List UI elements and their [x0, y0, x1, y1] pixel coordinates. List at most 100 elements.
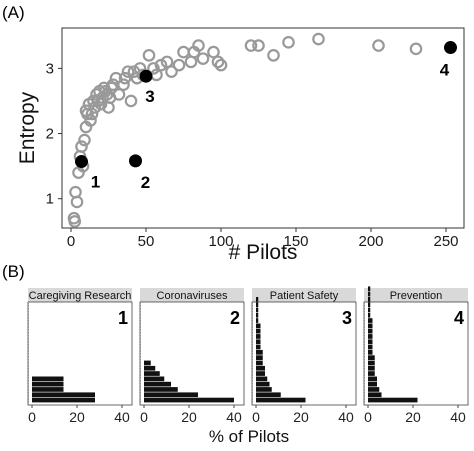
y-axis-title: Entropy — [16, 91, 39, 164]
x-tick-label: 100 — [208, 233, 233, 250]
facet-number: 2 — [230, 308, 240, 328]
bar — [32, 381, 64, 387]
highlighted-point-3 — [139, 69, 153, 83]
bar — [368, 371, 375, 376]
scatter-point — [142, 49, 156, 62]
x-tick-label: 250 — [433, 233, 458, 250]
y-tick-label: 1 — [46, 191, 54, 208]
bar — [368, 397, 418, 403]
bar — [256, 328, 261, 334]
facet-1: Caregiving Research 1 0 20 40 — [27, 288, 133, 425]
facet-strip — [140, 288, 244, 302]
bar — [368, 286, 371, 292]
x-tick-label: 0 — [67, 233, 75, 250]
bar — [256, 318, 259, 323]
highlighted-point-2 — [129, 154, 142, 168]
highlighted-point-label: 1 — [91, 173, 100, 192]
hollow-points — [67, 32, 423, 228]
facet-number: 1 — [118, 308, 128, 328]
bar — [256, 365, 265, 371]
y-tick-label: 3 — [46, 60, 54, 77]
bar — [256, 297, 259, 302]
highlighted-point-label: 4 — [440, 61, 450, 80]
bar — [368, 297, 371, 302]
bar — [368, 376, 377, 382]
bar — [256, 339, 261, 345]
facet-x-tick-label: 0 — [364, 409, 372, 425]
bar — [368, 339, 373, 345]
bar — [144, 365, 156, 371]
x-tick-label: 50 — [138, 233, 155, 250]
bar — [368, 307, 371, 313]
bar — [368, 328, 373, 334]
bar — [256, 371, 265, 376]
facet-x-tick-label: 0 — [28, 409, 36, 425]
facet-x-tick-label: 40 — [114, 409, 130, 425]
bar — [256, 334, 261, 339]
bar — [144, 387, 178, 392]
facet-x-tick-label: 40 — [450, 409, 466, 425]
bar — [144, 392, 198, 398]
facet-strip-label: Caregiving Research — [29, 290, 132, 302]
facet-strip-label: Coronaviruses — [157, 290, 228, 302]
bar — [368, 392, 382, 398]
scatter-point — [121, 65, 135, 78]
scatter-point — [112, 88, 126, 101]
scatter-point — [154, 58, 168, 72]
highlighted-point-1 — [75, 155, 88, 169]
bar — [368, 312, 371, 318]
scatter-point — [165, 65, 178, 78]
scatter-point — [84, 114, 97, 127]
facet-plot-border — [363, 301, 469, 406]
bar — [368, 360, 375, 366]
x-tick-label: 150 — [283, 233, 308, 250]
bar — [256, 302, 259, 307]
bar — [144, 360, 151, 366]
bar — [256, 323, 261, 329]
scatter-point — [78, 133, 91, 147]
facet-x-tick-label: 20 — [293, 409, 309, 425]
panel-b-label: (B) — [2, 262, 25, 281]
highlighted-point-4 — [444, 41, 457, 55]
facet-x-tick-label: 40 — [226, 409, 242, 425]
bar — [256, 392, 281, 398]
highlighted-point-label: 2 — [141, 173, 150, 192]
scatter-point — [207, 45, 220, 59]
facet-x-tick-label: 20 — [405, 409, 421, 425]
bar — [256, 387, 272, 392]
scatter-point — [196, 52, 210, 65]
scatter-point — [117, 78, 130, 91]
bar — [32, 392, 95, 398]
bar — [368, 291, 371, 297]
x-axis-title: # Pilots — [229, 241, 298, 264]
facet-x-tick-label: 20 — [69, 409, 85, 425]
scatter-point — [192, 39, 205, 52]
bar — [256, 360, 263, 366]
bar — [368, 355, 375, 360]
scatter-point — [244, 39, 258, 52]
bar — [256, 307, 259, 313]
panel-a-plot-border — [61, 27, 465, 229]
bar — [368, 350, 373, 355]
bar — [256, 350, 263, 355]
bar — [256, 312, 259, 318]
bar — [32, 376, 64, 382]
scatter-point — [267, 49, 280, 62]
bar — [368, 302, 371, 307]
scatter-point — [88, 101, 102, 114]
bar — [256, 376, 268, 382]
facet-number: 3 — [342, 308, 352, 328]
bar — [368, 365, 375, 371]
bar — [32, 397, 95, 403]
bar — [256, 397, 306, 403]
facet-strip-label: Prevention — [390, 290, 443, 302]
panel-a: (A) 0 50 100 150 200 250 1 2 3 1 2 3 4 # Pilots En… — [2, 3, 465, 264]
facet-strip — [252, 288, 356, 302]
facet-number: 4 — [454, 308, 464, 328]
bar — [144, 371, 160, 376]
bar — [256, 381, 270, 387]
